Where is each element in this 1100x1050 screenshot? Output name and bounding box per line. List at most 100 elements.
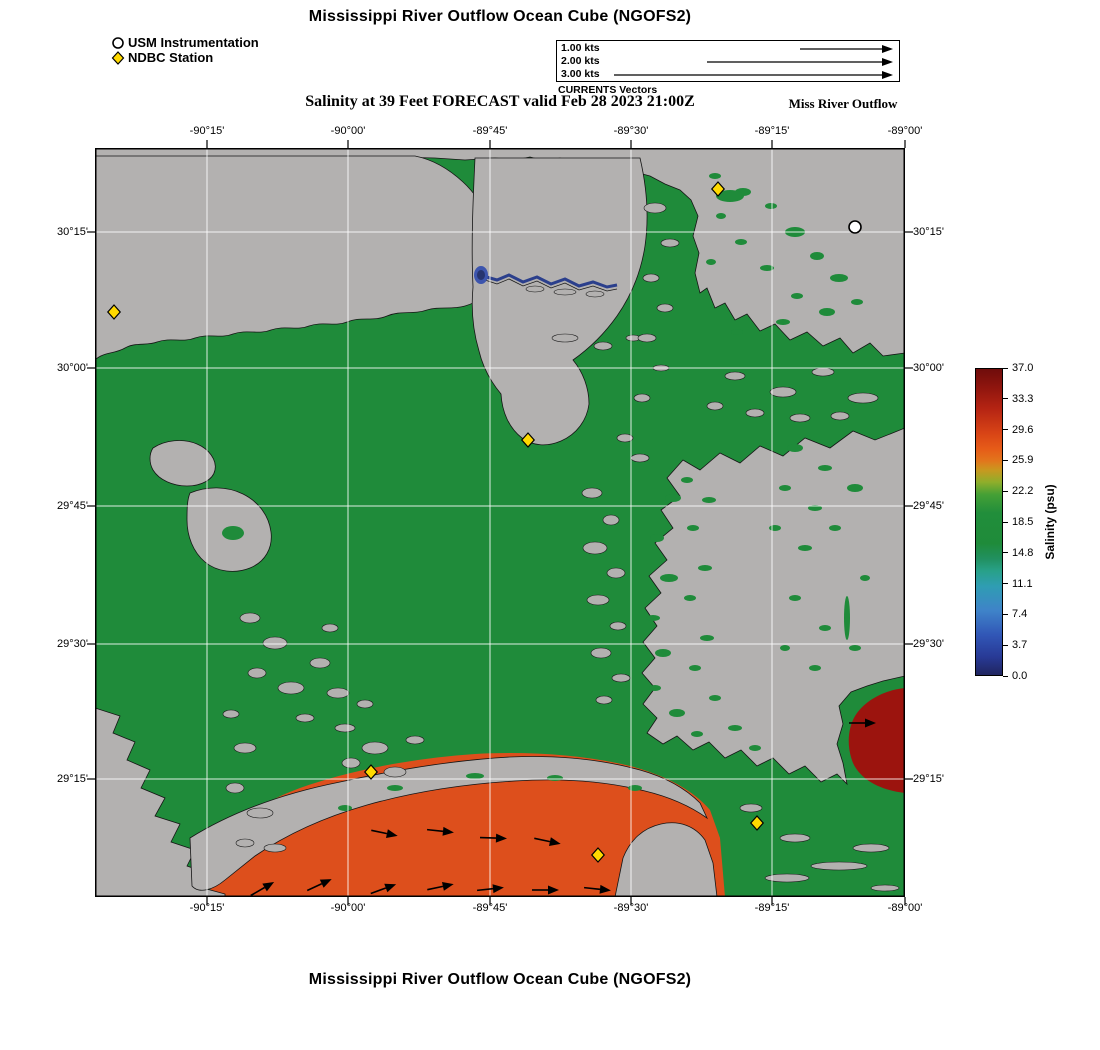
x-axis-tick-label: -89°45' xyxy=(472,902,508,914)
vector-legend-label: 1.00 kts xyxy=(561,42,600,54)
river-channel xyxy=(482,273,618,289)
colorbar-tick-label: 11.1 xyxy=(1012,577,1033,590)
marsh-island xyxy=(326,687,350,699)
marsh-island xyxy=(642,273,660,283)
marsh-water-patch xyxy=(650,534,664,542)
y-axis-tick-label: 29°45' xyxy=(913,500,944,512)
marsh-island xyxy=(262,636,288,650)
marsh-water-patch xyxy=(847,484,863,492)
marsh-island xyxy=(590,647,612,659)
marsh-water-patch xyxy=(338,805,352,811)
marsh-water-patch xyxy=(728,725,742,731)
ndbc-station-marker xyxy=(710,181,726,197)
y-axis-tick-label: 30°15' xyxy=(913,226,944,238)
marsh-island xyxy=(263,843,287,853)
marsh-island xyxy=(779,833,811,843)
colorbar-tick-mark xyxy=(1003,613,1008,616)
figure-title-bottom: Mississippi River Outflow Ocean Cube (NG… xyxy=(308,971,692,988)
colorbar-tick-label: 22.2 xyxy=(1012,485,1034,498)
currents-vector-legend: 1.00 kts 2.00 kts 3.00 kts xyxy=(556,40,900,82)
ndbc-legend-label: NDBC Station xyxy=(128,50,214,65)
current-vector-arrow xyxy=(479,833,507,843)
colorbar-tick-mark xyxy=(1003,429,1008,431)
marsh-island xyxy=(606,567,626,579)
land-central-peninsula xyxy=(471,157,648,446)
current-vector-arrow xyxy=(370,883,397,895)
colorbar-tick-label: 37.0 xyxy=(1012,362,1034,374)
marsh-water-patch xyxy=(798,545,812,551)
current-vector-arrow xyxy=(306,879,332,892)
marsh-water-patch xyxy=(830,274,848,282)
marsh-water-patch xyxy=(818,465,832,471)
marsh-island xyxy=(870,884,900,892)
marsh-island xyxy=(769,386,797,398)
colorbar xyxy=(975,368,1003,676)
marsh-island xyxy=(595,695,613,705)
ndbc-station-marker xyxy=(106,304,122,320)
marsh-water-patch xyxy=(387,785,403,791)
salinity-patch-high xyxy=(848,688,905,793)
vector-legend-row: 2.00 kts xyxy=(557,55,899,68)
island-lagoon xyxy=(222,526,244,540)
marsh-water-patch xyxy=(749,745,761,751)
marsh-water-patch xyxy=(776,319,790,325)
marsh-island xyxy=(586,594,610,606)
marsh-water-patch xyxy=(760,265,774,271)
usm-legend-label: USM Instrumentation xyxy=(128,35,259,50)
marsh-water-patch xyxy=(787,444,803,452)
marsh-island xyxy=(582,541,608,555)
colorbar-tick-mark xyxy=(1003,552,1008,554)
marsh-island xyxy=(810,861,868,871)
ndbc-station-marker xyxy=(749,815,765,831)
miss-river-outflow-label: Miss River Outflow xyxy=(788,96,898,111)
colorbar-tick-label: 25.9 xyxy=(1012,454,1034,467)
marsh-island xyxy=(739,803,763,813)
usm-legend-row: USM Instrumentation xyxy=(111,35,259,50)
current-vector-arrow xyxy=(250,882,275,897)
y-axis-tick-label: 30°00' xyxy=(57,362,88,374)
land-delta-wedge xyxy=(614,822,718,897)
marsh-island xyxy=(405,735,425,745)
marsh-island xyxy=(724,371,746,381)
marsh-island xyxy=(581,487,603,499)
marsh-water-patch xyxy=(684,595,696,601)
marsh-island xyxy=(706,401,724,411)
x-axis-tick-label: -90°15' xyxy=(189,902,225,914)
marsh-island xyxy=(630,453,650,463)
marsh-island xyxy=(616,433,634,443)
colorbar-tick-label: 14.8 xyxy=(1012,546,1034,559)
marsh-island xyxy=(361,741,389,755)
station-markers xyxy=(106,181,862,863)
vector-legend-row: 3.00 kts xyxy=(557,68,899,81)
marsh-island xyxy=(789,413,811,423)
marsh-water-patch xyxy=(646,615,660,621)
marsh-island xyxy=(277,681,305,695)
marsh-water-patch xyxy=(819,308,835,316)
x-axis-tick-label: -89°30' xyxy=(613,125,649,137)
gridlines xyxy=(95,148,905,897)
marsh-water-patch xyxy=(716,213,726,219)
usm-station-marker xyxy=(848,220,862,234)
map-frame xyxy=(95,148,905,897)
marsh-island xyxy=(643,202,667,214)
marsh-island xyxy=(637,333,657,343)
x-axis-tick-label: -89°00' xyxy=(887,902,923,914)
colorbar-tick-label: 7.4 xyxy=(1012,608,1028,621)
vector-legend-label: 2.00 kts xyxy=(561,55,600,67)
currents-vector-caption: CURRENTS Vectors xyxy=(558,84,658,96)
marsh-island xyxy=(656,303,674,313)
colorbar-tick-label: 0.0 xyxy=(1012,670,1028,682)
marsh-water-patch xyxy=(681,477,693,483)
land-island-west-a xyxy=(149,440,216,487)
marsh-water-patch xyxy=(765,203,777,209)
marsh-water-patch xyxy=(709,695,721,701)
marsh-water-patch xyxy=(769,525,781,531)
vector-arrow-icon xyxy=(800,45,893,53)
marsh-island xyxy=(309,657,331,669)
marsh-island xyxy=(239,612,261,624)
marsh-water-patch xyxy=(731,329,743,335)
colorbar-tick-mark xyxy=(1003,367,1008,369)
marsh-water-patch xyxy=(709,173,721,179)
marsh-island xyxy=(611,673,631,683)
land-east-marsh xyxy=(641,427,905,786)
